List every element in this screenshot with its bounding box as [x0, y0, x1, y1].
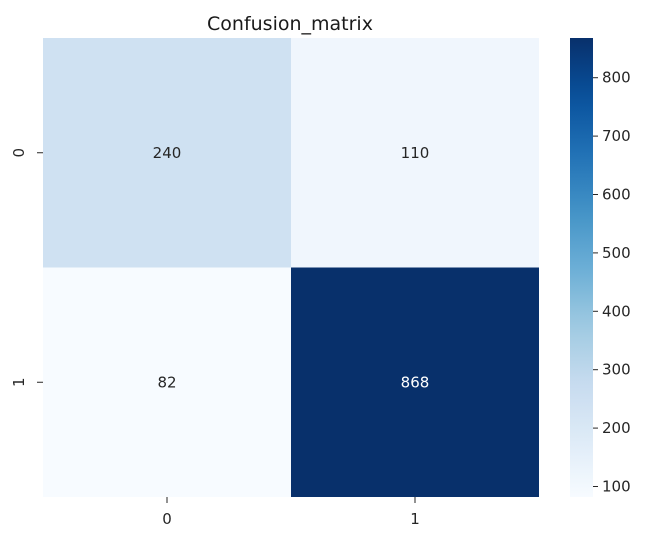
colorbar-tick-label-5: 600: [602, 186, 631, 204]
colorbar-tick-label-3: 400: [602, 302, 631, 320]
heatmap-cell-r0-c0: [43, 38, 291, 268]
colorbar-tick-label-6: 700: [602, 127, 631, 145]
cell-value-r0-c0: 240: [153, 144, 182, 162]
heatmap-cell-r1-c0: [43, 267, 291, 497]
x-tick-label-1: 1: [410, 510, 420, 528]
cell-value-r0-c1: 110: [401, 144, 430, 162]
y-axis: 01: [10, 148, 43, 387]
colorbar: 100 200 300 400 500 600 700 800: [570, 38, 631, 497]
colorbar-tick-label-7: 800: [602, 69, 631, 87]
colorbar-tick-label-1: 200: [602, 419, 631, 437]
heatmap-cell-r1-c1: [291, 267, 539, 497]
cell-annotations: 240 110 82 868: [153, 144, 430, 392]
y-tick-label-1: 1: [10, 377, 28, 387]
cell-value-r1-c0: 82: [157, 373, 176, 391]
heatmap-cells: [43, 38, 539, 497]
heatmap-cell-r0-c1: [291, 38, 539, 268]
chart-title: Confusion_matrix: [207, 13, 373, 35]
colorbar-tick-label-4: 500: [602, 244, 631, 262]
colorbar-gradient: [570, 38, 593, 497]
cell-value-r1-c1: 868: [401, 373, 430, 391]
x-tick-label-0: 0: [162, 510, 172, 528]
colorbar-tick-label-2: 300: [602, 361, 631, 379]
y-tick-label-0: 0: [10, 148, 28, 158]
colorbar-tick-label-0: 100: [602, 477, 631, 495]
